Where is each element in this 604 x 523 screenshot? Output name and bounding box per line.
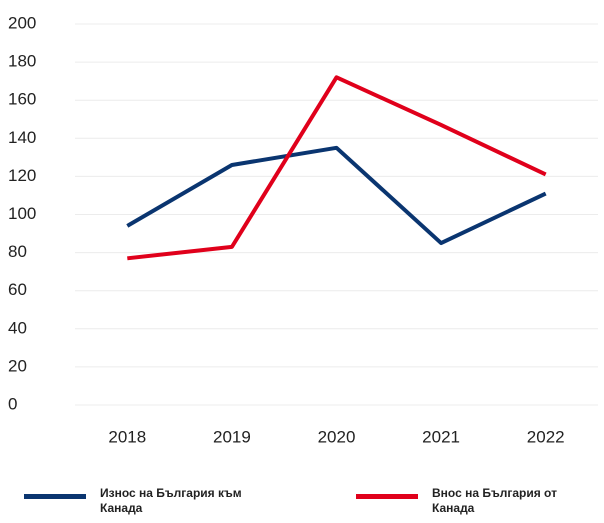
y-tick-label: 180 — [8, 52, 36, 71]
legend-item: Износ на България към Канада — [24, 486, 280, 516]
legend-swatch — [24, 494, 86, 499]
y-tick-label: 100 — [8, 204, 36, 223]
y-tick-label: 80 — [8, 242, 27, 261]
y-tick-label: 20 — [8, 356, 27, 375]
y-tick-label: 140 — [8, 128, 36, 147]
x-tick-label: 2022 — [527, 427, 565, 446]
x-tick-label: 2018 — [108, 427, 146, 446]
y-tick-label: 120 — [8, 166, 36, 185]
x-tick-label: 2020 — [318, 427, 356, 446]
x-tick-label: 2019 — [213, 427, 251, 446]
legend-item: Внос на България от Канада — [356, 486, 602, 516]
x-tick-label: 2021 — [422, 427, 460, 446]
legend-label: Износ на България към Канада — [100, 486, 242, 515]
y-tick-label: 0 — [8, 394, 17, 413]
line-series — [126, 145, 547, 246]
line-series — [127, 75, 547, 261]
y-tick-label: 60 — [8, 280, 27, 299]
chart: 0 20 40 60 80 100 120 140 160 180 200 2018 2019 2020 2… — [8, 13, 598, 446]
legend-swatch — [356, 494, 418, 499]
y-tick-label: 160 — [8, 90, 36, 109]
y-tick-label: 200 — [8, 13, 36, 32]
y-tick-label: 40 — [8, 318, 27, 337]
legend-label: Внос на България от Канада — [432, 486, 557, 515]
